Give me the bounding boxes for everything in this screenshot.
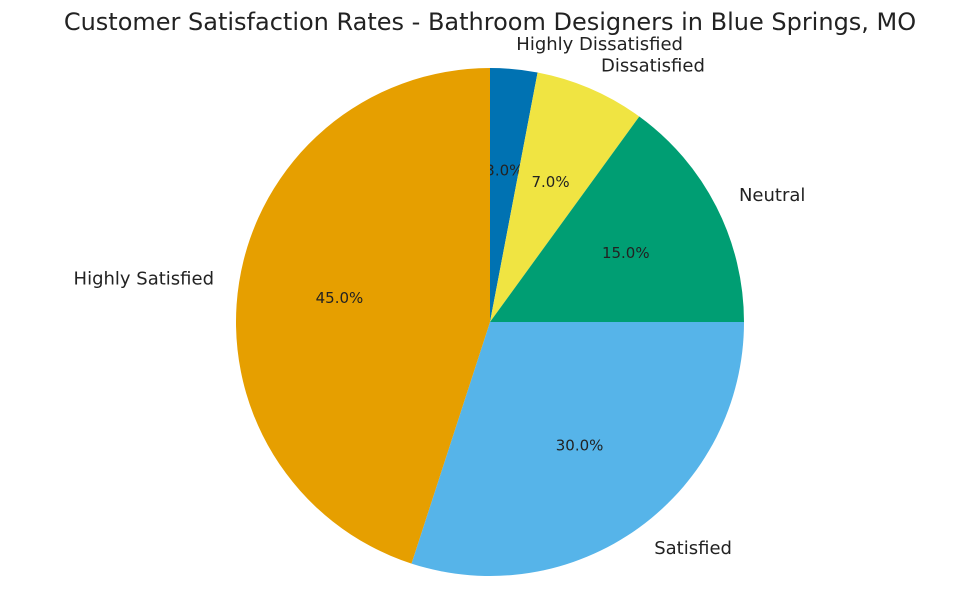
pie-slice-highly-satisfied	[235, 68, 490, 564]
slice-label: Neutral	[739, 185, 805, 206]
chart-title: Customer Satisfaction Rates - Bathroom D…	[63, 8, 917, 36]
slice-label: Highly Satisfied	[74, 268, 214, 289]
pie-slice-highly-dissatisfied	[490, 68, 538, 322]
slice-percent: 45.0%	[316, 289, 364, 307]
pie-slice-dissatisfied	[490, 72, 640, 322]
slice-percent: 3.0%	[485, 161, 523, 179]
slice-label: Dissatisfied	[601, 56, 705, 77]
slice-label: Highly Dissatisfied	[516, 34, 683, 55]
slice-label: Satisfied	[654, 538, 732, 559]
slice-percent: 7.0%	[531, 173, 569, 191]
slice-percent: 15.0%	[602, 244, 650, 262]
pie-slice-neutral	[490, 116, 744, 323]
slice-percent: 30.0%	[556, 436, 604, 454]
pie-slice-satisfied	[411, 322, 744, 577]
